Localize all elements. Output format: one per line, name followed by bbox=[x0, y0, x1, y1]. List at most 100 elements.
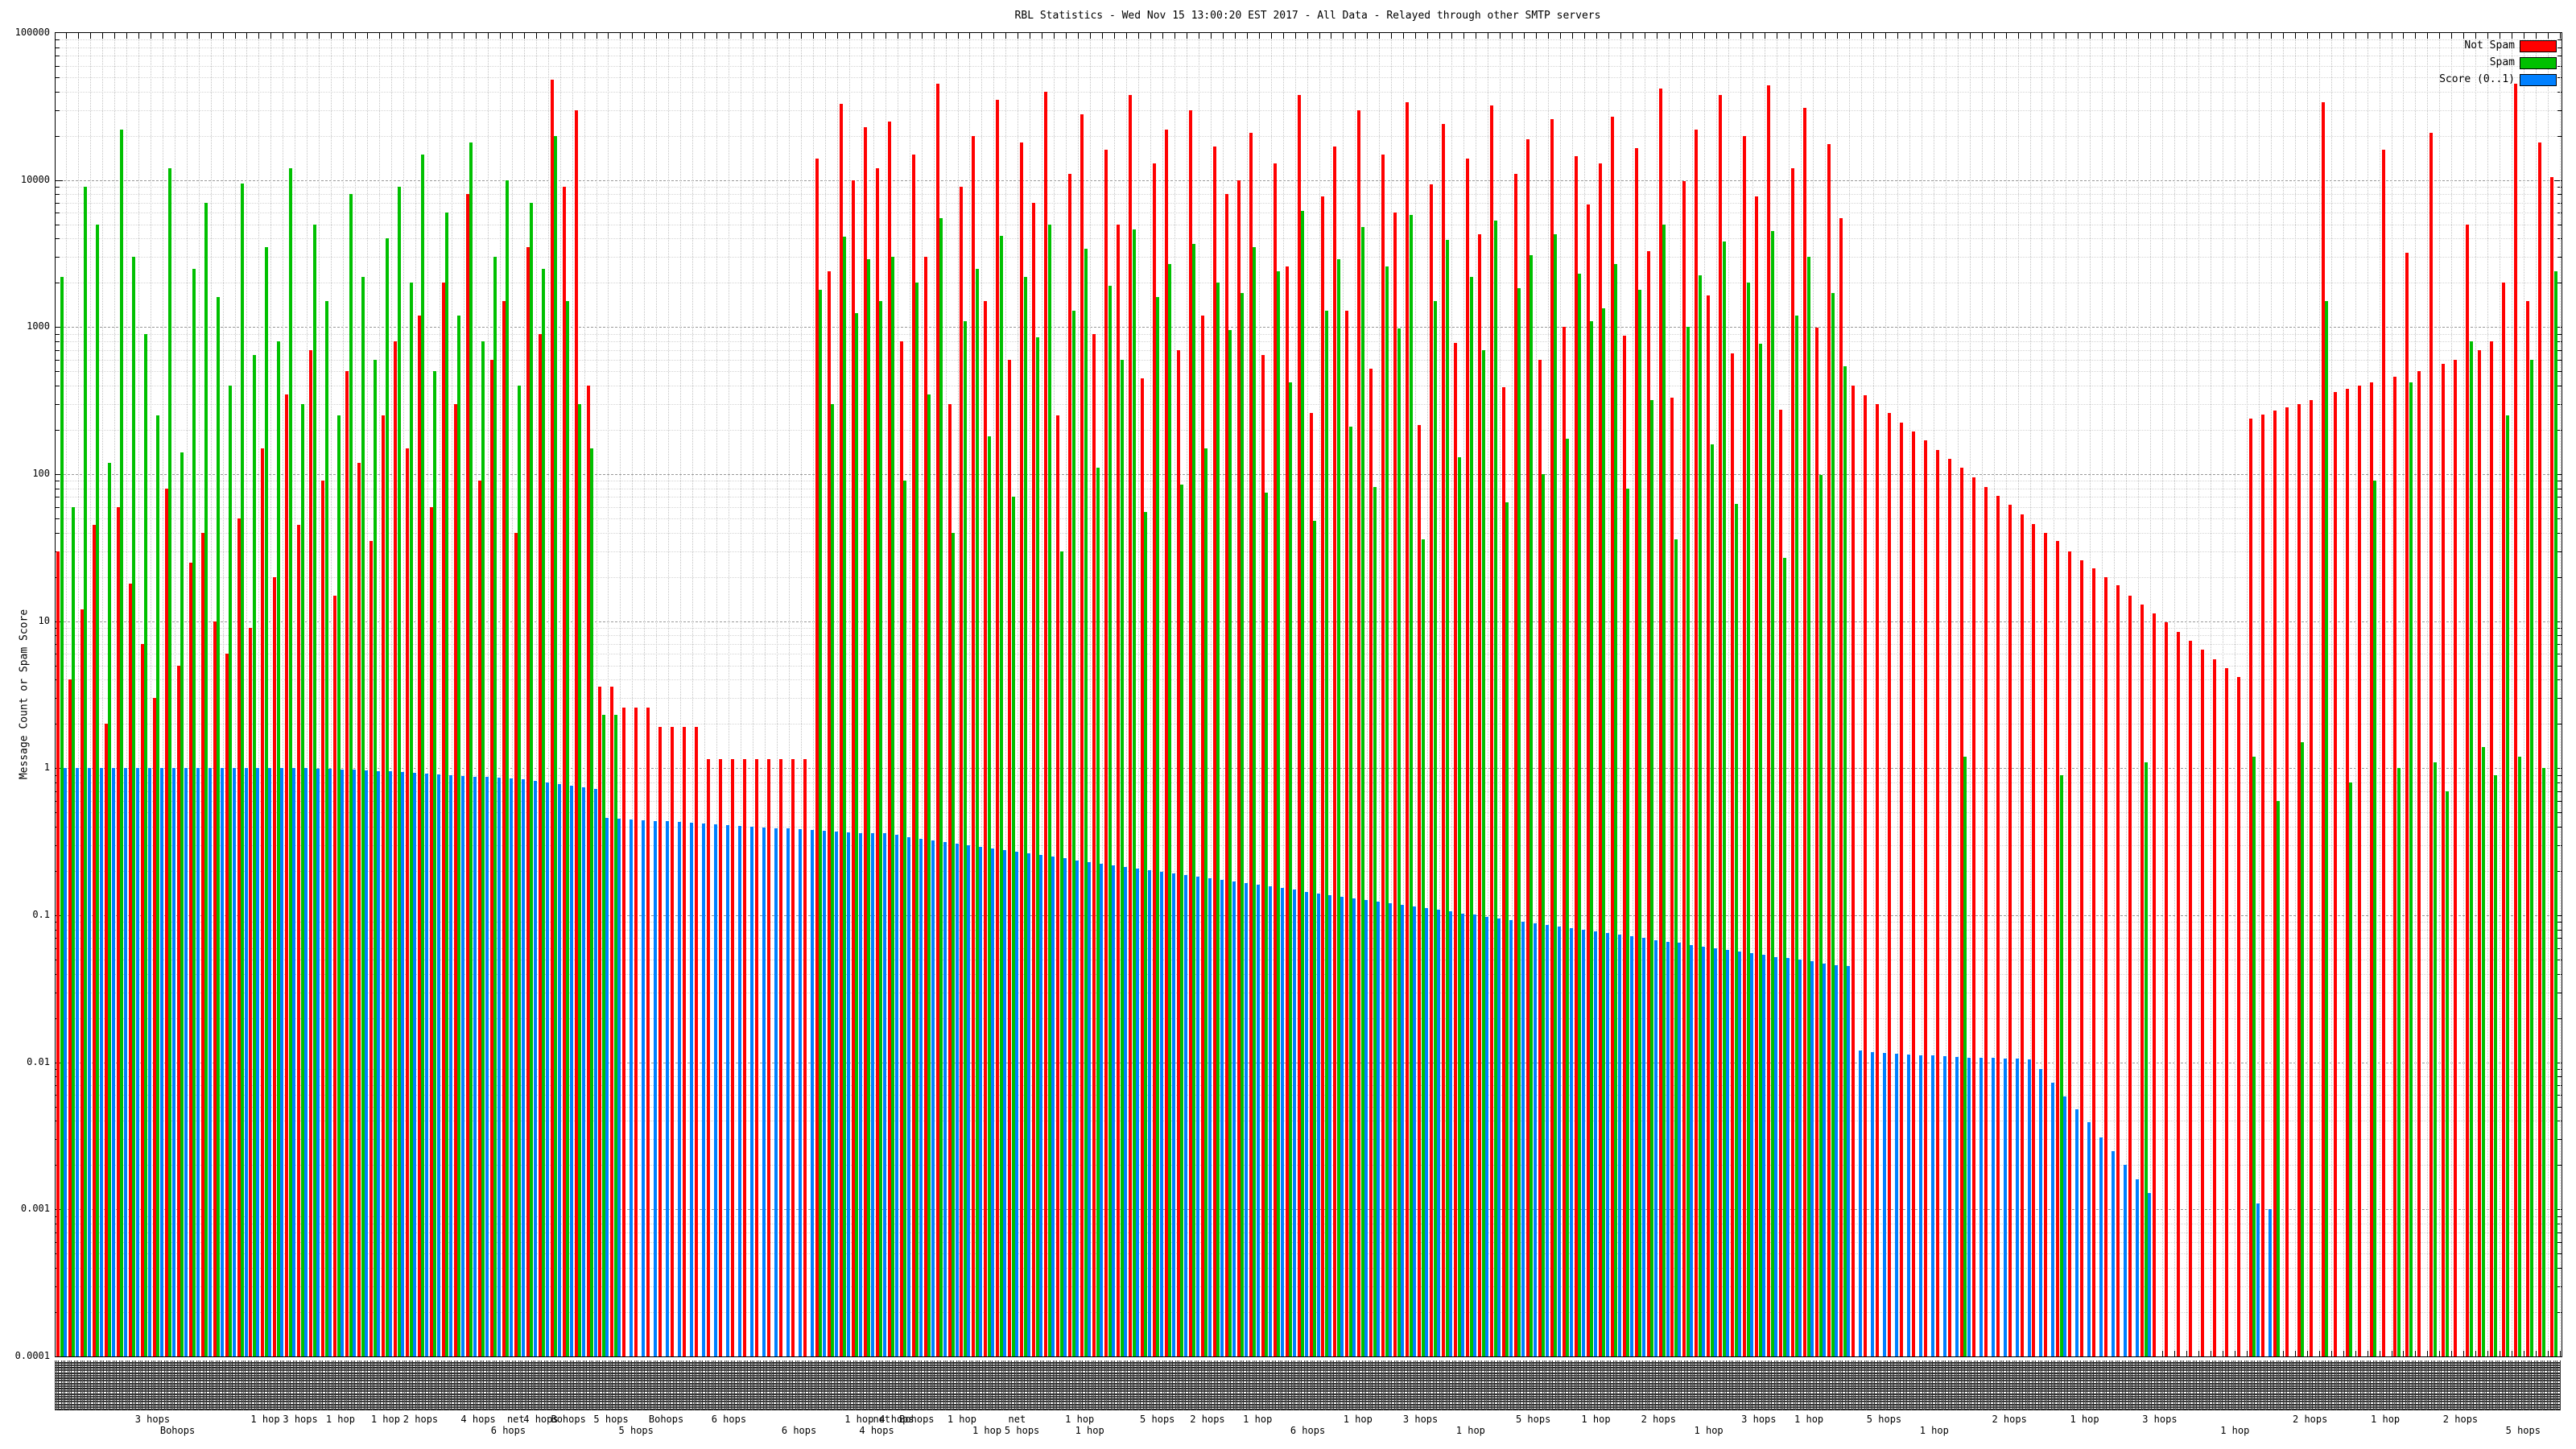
x-top-tick bbox=[391, 33, 393, 39]
bar-score-0-1- bbox=[2112, 1150, 2116, 1356]
gridline-vertical bbox=[114, 33, 115, 1356]
x-bottom-tick bbox=[2560, 1351, 2562, 1356]
gridline-vertical bbox=[138, 33, 139, 1356]
gridline-vertical bbox=[2439, 33, 2441, 1356]
bar-score-0-1- bbox=[448, 774, 452, 1356]
gridline-vertical bbox=[848, 33, 850, 1356]
y-minor-tick bbox=[56, 76, 60, 78]
bar-score-0-1- bbox=[1521, 921, 1525, 1356]
bar-spam bbox=[373, 359, 377, 1356]
x-top-tick bbox=[343, 33, 345, 39]
x-bottom-tick bbox=[2306, 1351, 2308, 1356]
x-top-tick bbox=[1969, 33, 1971, 39]
x-hop-label: 1 hop bbox=[2371, 1414, 2401, 1425]
y-axis-title: Message Count or Spam Score bbox=[18, 609, 31, 780]
bar-not-spam bbox=[1032, 203, 1036, 1356]
x-axis-label-band bbox=[55, 1360, 2561, 1410]
x-bottom-tick bbox=[2403, 1351, 2405, 1356]
bar-not-spam bbox=[2273, 411, 2277, 1356]
bar-not-spam bbox=[743, 759, 747, 1356]
gridline-vertical bbox=[1668, 33, 1670, 1356]
bar-score-0-1- bbox=[1967, 1057, 1971, 1356]
gridline-vertical bbox=[1535, 33, 1537, 1356]
x-top-tick bbox=[1872, 33, 1874, 39]
y-minor-tick bbox=[2557, 791, 2562, 792]
x-hop-label: net bbox=[873, 1414, 891, 1425]
y-minor-tick bbox=[2557, 109, 2562, 111]
gridline-vertical bbox=[777, 33, 778, 1356]
y-major-tick bbox=[2554, 180, 2562, 181]
gridline-vertical bbox=[632, 33, 634, 1356]
bar-score-0-1- bbox=[256, 768, 260, 1356]
y-major-tick bbox=[2554, 474, 2562, 475]
bar-score-0-1- bbox=[906, 836, 910, 1356]
bar-score-0-1- bbox=[1268, 886, 1272, 1356]
y-minor-tick bbox=[56, 194, 60, 196]
bar-score-0-1- bbox=[557, 784, 561, 1356]
gridline-vertical bbox=[1294, 33, 1296, 1356]
gridline-vertical bbox=[258, 33, 260, 1356]
bar-score-0-1- bbox=[1195, 877, 1199, 1356]
gridline-vertical bbox=[1981, 33, 1983, 1356]
x-top-tick bbox=[861, 33, 862, 39]
bar-spam bbox=[1204, 448, 1208, 1356]
bar-not-spam bbox=[622, 707, 626, 1356]
x-top-tick bbox=[234, 33, 236, 39]
y-minor-tick bbox=[2557, 532, 2562, 534]
gridline-vertical bbox=[1559, 33, 1561, 1356]
gridline-minor bbox=[56, 1084, 2562, 1086]
bar-not-spam bbox=[1791, 168, 1795, 1356]
bar-spam bbox=[1253, 247, 1257, 1356]
bar-not-spam bbox=[406, 448, 410, 1356]
bar-spam bbox=[1301, 210, 1305, 1356]
x-top-tick bbox=[680, 33, 682, 39]
gridline-major bbox=[56, 768, 2562, 770]
bar-not-spam bbox=[1839, 218, 1843, 1356]
gridline-minor bbox=[56, 257, 2562, 258]
y-minor-tick bbox=[2557, 194, 2562, 196]
bar-not-spam bbox=[731, 759, 735, 1356]
y-minor-tick bbox=[2557, 47, 2562, 48]
x-top-tick bbox=[1535, 33, 1537, 39]
y-tick-label: 100000 bbox=[14, 27, 50, 38]
gridline-minor bbox=[56, 827, 2562, 828]
chart-title: RBL Statistics - Wed Nov 15 13:00:20 EST… bbox=[1014, 10, 1601, 22]
x-hop-label: 5 hops bbox=[1866, 1414, 1902, 1425]
gridline-vertical bbox=[2451, 33, 2453, 1356]
x-top-tick bbox=[2102, 33, 2103, 39]
x-hop-label: 2 hops bbox=[402, 1414, 439, 1425]
gridline-vertical bbox=[1258, 33, 1260, 1356]
bar-not-spam bbox=[2177, 631, 2181, 1356]
x-top-tick bbox=[331, 33, 332, 39]
bar-score-0-1- bbox=[521, 779, 525, 1356]
bar-spam bbox=[1313, 521, 1316, 1356]
gridline-minor bbox=[56, 238, 2562, 240]
bar-not-spam bbox=[827, 270, 831, 1356]
gridline-minor bbox=[56, 643, 2562, 645]
bar-spam bbox=[2373, 481, 2377, 1356]
bar-not-spam bbox=[610, 686, 614, 1356]
bar-not-spam bbox=[1478, 233, 1482, 1356]
bar-score-0-1- bbox=[1075, 860, 1080, 1356]
x-top-tick bbox=[1837, 33, 1839, 39]
y-minor-tick bbox=[2557, 1076, 2562, 1078]
bar-score-0-1- bbox=[1918, 1055, 1922, 1356]
y-tick-label: 1000 bbox=[27, 320, 50, 332]
bar-not-spam bbox=[1670, 398, 1674, 1356]
gridline-minor bbox=[56, 635, 2562, 637]
x-hop-label: 1 hop bbox=[1343, 1414, 1373, 1425]
bar-not-spam bbox=[1261, 354, 1265, 1356]
gridline-vertical bbox=[246, 33, 248, 1356]
gridline-minor bbox=[56, 1165, 2562, 1166]
x-top-tick bbox=[1270, 33, 1272, 39]
y-minor-tick bbox=[2557, 1018, 2562, 1019]
x-top-tick bbox=[2343, 33, 2344, 39]
bar-not-spam bbox=[1212, 146, 1216, 1356]
bar-not-spam bbox=[417, 315, 421, 1356]
gridline-vertical bbox=[957, 33, 959, 1356]
bar-score-0-1- bbox=[714, 824, 718, 1356]
gridline-vertical bbox=[2475, 33, 2477, 1356]
gridline-vertical bbox=[2114, 33, 2116, 1356]
bar-not-spam bbox=[574, 109, 578, 1356]
y-minor-tick bbox=[2557, 1106, 2562, 1108]
